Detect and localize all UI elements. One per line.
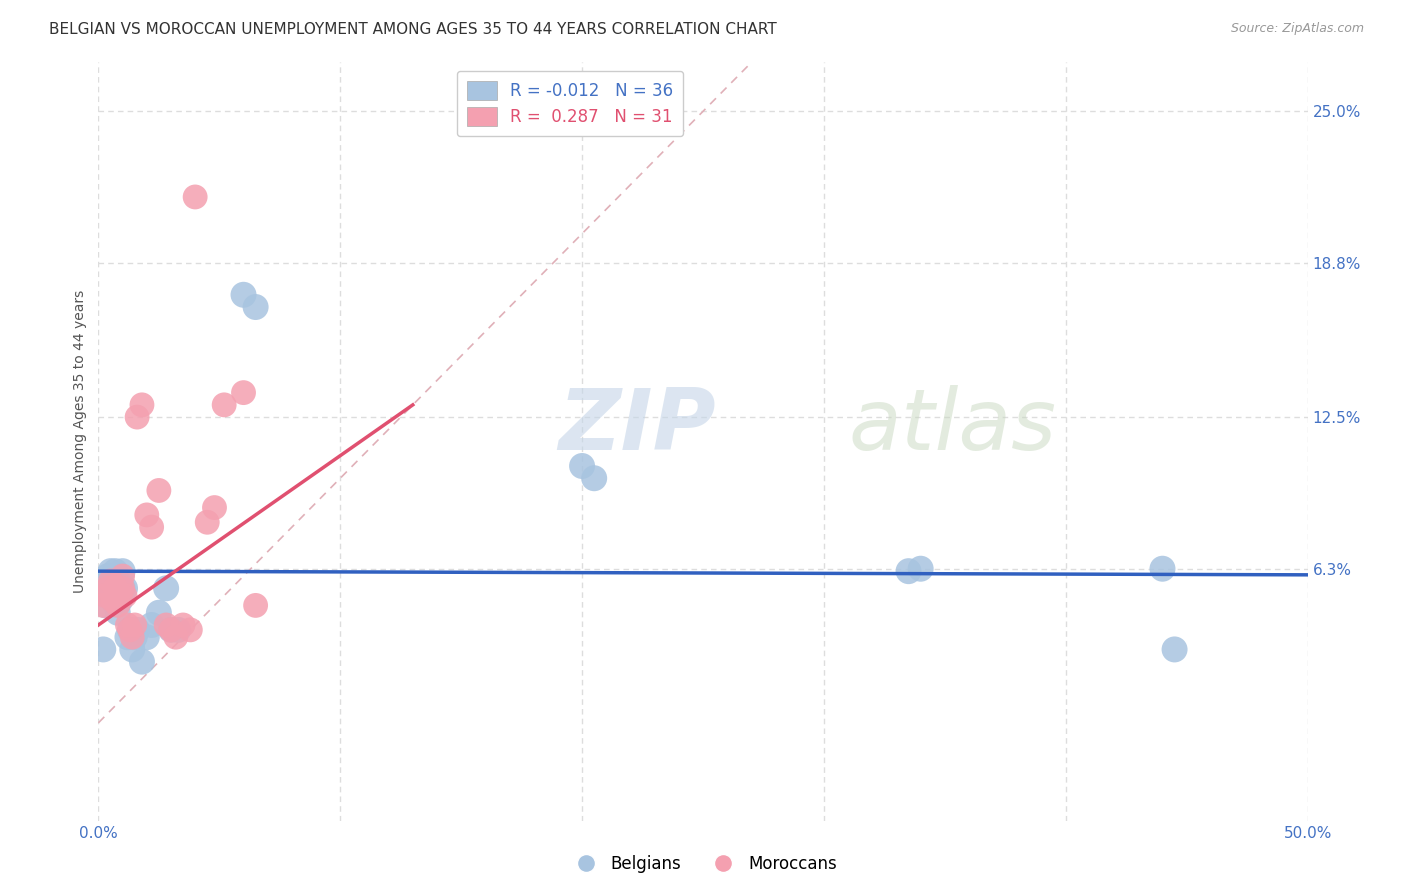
Point <box>114 582 136 596</box>
Point <box>910 562 932 576</box>
Point <box>148 606 170 620</box>
Point <box>97 589 120 603</box>
Point <box>111 582 134 596</box>
Point <box>94 599 117 613</box>
Point <box>1163 642 1185 657</box>
Point <box>245 599 267 613</box>
Point <box>107 599 129 613</box>
Point <box>107 574 129 588</box>
Point <box>232 287 254 301</box>
Point <box>131 655 153 669</box>
Point <box>184 190 207 204</box>
Text: ZIP: ZIP <box>558 384 716 468</box>
Point <box>160 623 183 637</box>
Point <box>135 630 157 644</box>
Point <box>245 300 267 314</box>
Point <box>118 623 141 637</box>
Point <box>212 398 235 412</box>
Point <box>108 593 131 607</box>
Point <box>104 564 127 578</box>
Point <box>155 618 177 632</box>
Point <box>117 618 139 632</box>
Point <box>141 520 163 534</box>
Point <box>101 574 124 588</box>
Point <box>101 593 124 607</box>
Point <box>127 410 149 425</box>
Point <box>108 589 131 603</box>
Point <box>124 618 146 632</box>
Point <box>111 564 134 578</box>
Point <box>167 623 190 637</box>
Point <box>155 582 177 596</box>
Point <box>94 589 117 603</box>
Legend: R = -0.012   N = 36, R =  0.287   N = 31: R = -0.012 N = 36, R = 0.287 N = 31 <box>457 70 683 136</box>
Point <box>97 582 120 596</box>
Point <box>127 623 149 637</box>
Point <box>1152 562 1174 576</box>
Point <box>118 623 141 637</box>
Point <box>195 515 218 529</box>
Text: atlas: atlas <box>848 384 1056 468</box>
Point <box>121 642 143 657</box>
Point <box>104 582 127 596</box>
Point <box>583 471 606 485</box>
Point <box>232 385 254 400</box>
Point <box>107 606 129 620</box>
Point <box>121 630 143 644</box>
Point <box>101 593 124 607</box>
Point <box>91 599 114 613</box>
Point <box>100 564 122 578</box>
Point <box>204 500 226 515</box>
Legend: Belgians, Moroccans: Belgians, Moroccans <box>562 848 844 880</box>
Point <box>141 618 163 632</box>
Point <box>148 483 170 498</box>
Y-axis label: Unemployment Among Ages 35 to 44 years: Unemployment Among Ages 35 to 44 years <box>73 290 87 593</box>
Point <box>100 574 122 588</box>
Point <box>160 623 183 637</box>
Point <box>100 582 122 596</box>
Point <box>104 582 127 596</box>
Point <box>124 630 146 644</box>
Point <box>897 564 920 578</box>
Point <box>114 589 136 603</box>
Point <box>117 630 139 644</box>
Point <box>111 569 134 583</box>
Point <box>131 398 153 412</box>
Text: Source: ZipAtlas.com: Source: ZipAtlas.com <box>1230 22 1364 36</box>
Point <box>165 630 187 644</box>
Point <box>179 623 201 637</box>
Point <box>97 569 120 583</box>
Point <box>111 582 134 596</box>
Point <box>135 508 157 522</box>
Point <box>91 642 114 657</box>
Point <box>172 618 194 632</box>
Text: BELGIAN VS MOROCCAN UNEMPLOYMENT AMONG AGES 35 TO 44 YEARS CORRELATION CHART: BELGIAN VS MOROCCAN UNEMPLOYMENT AMONG A… <box>49 22 778 37</box>
Point <box>571 458 593 473</box>
